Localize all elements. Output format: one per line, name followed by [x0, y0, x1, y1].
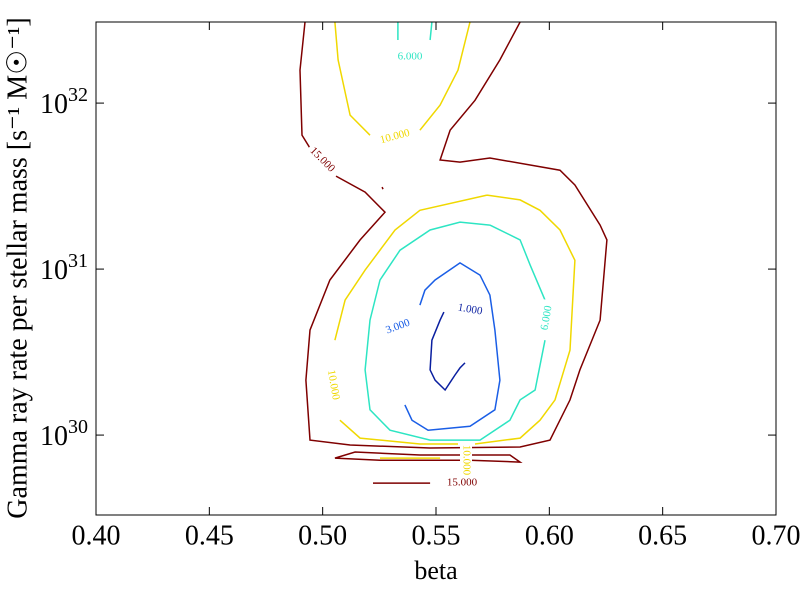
contour-line	[404, 262, 501, 431]
x-tick-label: 0.60	[525, 520, 574, 551]
x-axis-label: beta	[414, 556, 458, 585]
contour-label-bg	[323, 366, 343, 404]
contour-label-bg	[444, 477, 480, 489]
contour-label: 10.000	[460, 445, 472, 476]
y-tick-label: 1031	[40, 250, 88, 286]
contour-label: 1.000	[457, 301, 484, 317]
contour-label-bg	[392, 51, 428, 63]
contour-label: 10.000	[325, 369, 342, 401]
y-tick-label: 1032	[40, 84, 88, 120]
contour-label: 6.000	[398, 51, 423, 63]
contour-label-bg	[376, 126, 414, 148]
contour-label: 15.000	[447, 477, 478, 489]
x-tick-label: 0.55	[412, 520, 461, 551]
x-tick-label: 0.65	[638, 520, 687, 551]
y-tick-label: 1030	[40, 416, 88, 452]
x-tick-label: 0.40	[72, 520, 121, 551]
contour-line	[299, 22, 608, 484]
contour-label-bg	[451, 300, 489, 320]
contour-label-bg	[460, 442, 472, 478]
contour-label-bg	[305, 143, 339, 177]
contour-line	[429, 311, 466, 392]
plot-area	[299, 22, 608, 484]
contour-line	[364, 22, 546, 441]
x-tick-label: 0.45	[185, 520, 234, 551]
contour-line	[334, 22, 576, 459]
x-tick-label: 0.70	[752, 520, 800, 551]
contour-label-bg	[379, 315, 417, 339]
x-tick-label: 0.50	[298, 520, 347, 551]
y-axis-label: Gamma ray rate per stellar mass [s⁻¹ M☉⁻…	[2, 17, 33, 518]
contour-label: 6.000	[538, 304, 554, 331]
contour-label-bg	[537, 299, 557, 337]
